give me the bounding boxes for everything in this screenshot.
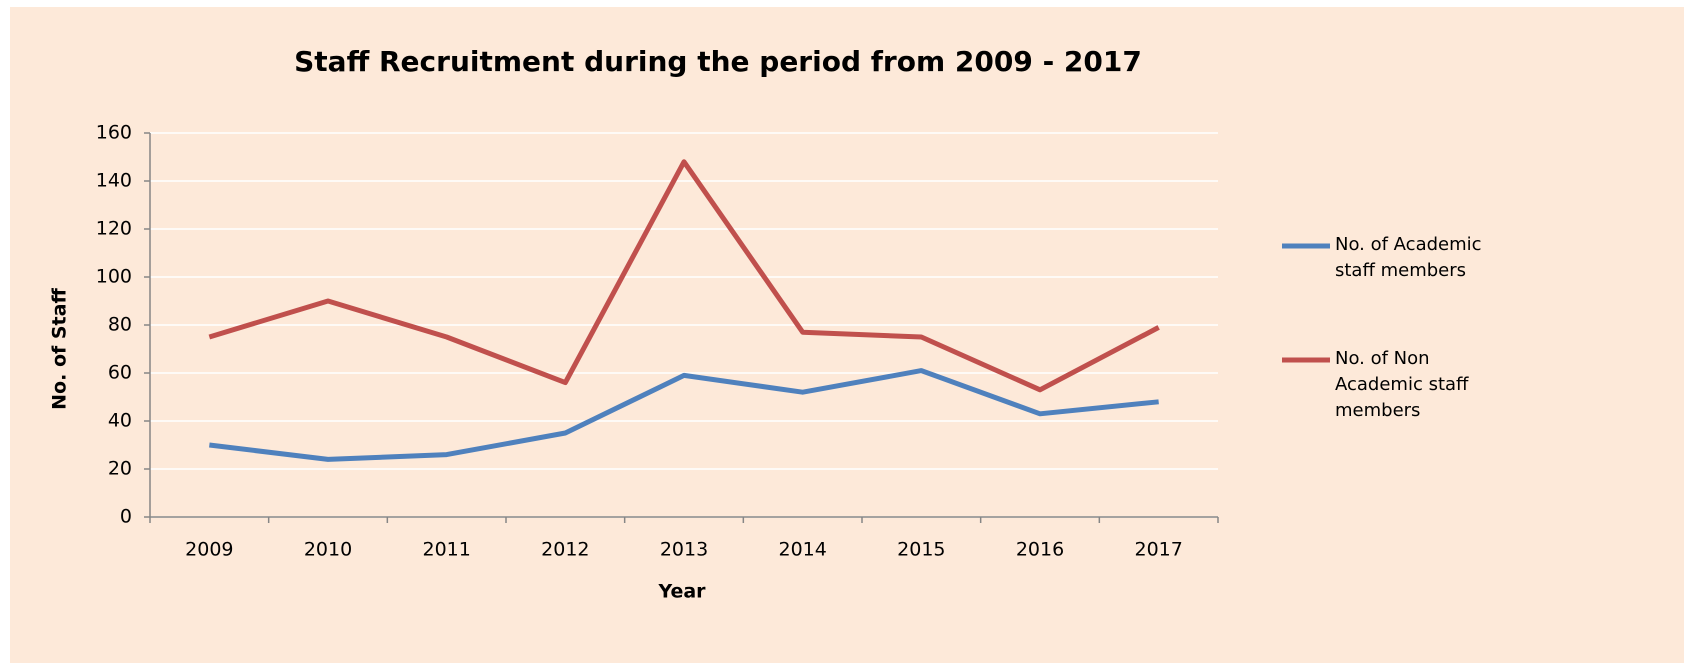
y-tick-label: 120	[96, 218, 132, 240]
series-line	[208, 159, 1160, 393]
x-tick-label: 2015	[897, 539, 945, 561]
y-tick-label: 0	[120, 506, 132, 528]
chart-title: Staff Recruitment during the period from…	[294, 45, 1142, 78]
y-tick-label: 40	[108, 410, 132, 432]
y-axis-label: No. of Staff	[49, 288, 71, 410]
y-tick-label: 100	[96, 266, 132, 288]
y-tick-label: 140	[96, 170, 132, 192]
x-tick-label: 2012	[541, 539, 589, 561]
y-tick-label: 60	[108, 362, 132, 384]
x-tick-label: 2013	[660, 539, 708, 561]
x-tick-label: 2011	[422, 539, 470, 561]
x-tick-label: 2010	[304, 539, 352, 561]
x-axis-label: Year	[657, 581, 706, 603]
x-tick-label: 2009	[185, 539, 233, 561]
legend-label: No. of Academic staff members	[1335, 234, 1482, 281]
y-tick-label: 80	[108, 314, 132, 336]
y-tick-label: 160	[96, 122, 132, 144]
y-tick-label: 20	[108, 458, 132, 480]
series-line	[209, 368, 1159, 462]
x-tick-label: 2016	[1016, 539, 1064, 561]
x-tick-label: 2014	[778, 539, 826, 561]
legend-label: No. of Non Academic staff members	[1335, 348, 1469, 421]
x-tick-label: 2017	[1134, 539, 1182, 561]
